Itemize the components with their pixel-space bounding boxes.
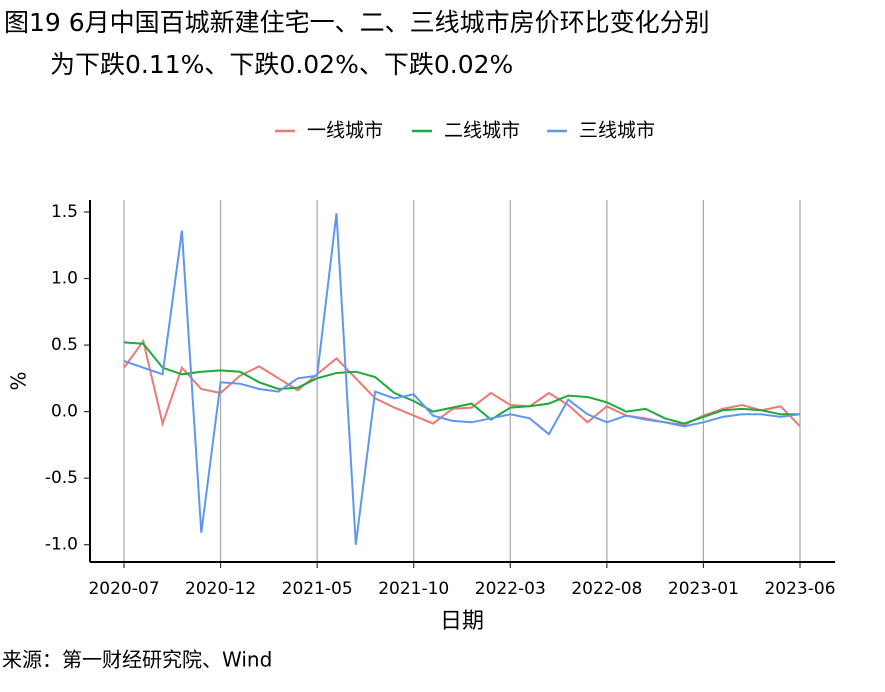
y-tick-label: 0.0 — [51, 402, 78, 422]
legend-label: 三线城市 — [579, 120, 655, 142]
chart-title: 图19 6月中国百城新建住宅一、二、三线城市房价环比变化分别 — [4, 8, 710, 37]
x-tick-label: 2021-10 — [378, 579, 449, 599]
x-tick-label: 2020-12 — [185, 579, 256, 599]
x-tick-label: 2021-05 — [282, 579, 353, 599]
x-tick-label: 2020-07 — [88, 579, 159, 599]
y-tick-label: -1.0 — [45, 535, 78, 555]
x-tick-label: 2022-03 — [475, 579, 546, 599]
x-tick-label: 2022-08 — [571, 579, 642, 599]
y-tick-label: 1.5 — [51, 202, 78, 222]
line — [123, 213, 801, 545]
y-tick-label: 1.0 — [51, 269, 78, 289]
line — [123, 338, 801, 428]
legend-label: 一线城市 — [307, 120, 383, 142]
chart-title: 为下跌0.11%、下跌0.02%、下跌0.02% — [50, 50, 513, 79]
x-axis-label: 日期 — [440, 609, 484, 634]
x-tick-label: 2023-01 — [668, 579, 739, 599]
line — [123, 341, 800, 425]
source: 来源：第一财经研究院、Wind — [2, 648, 272, 672]
legend-label: 二线城市 — [444, 120, 520, 142]
y-tick-label: 0.5 — [51, 335, 78, 355]
x-tick-label: 2023-06 — [764, 579, 835, 599]
y-axis-label: % — [7, 371, 31, 390]
y-tick-label: -0.5 — [45, 468, 78, 488]
